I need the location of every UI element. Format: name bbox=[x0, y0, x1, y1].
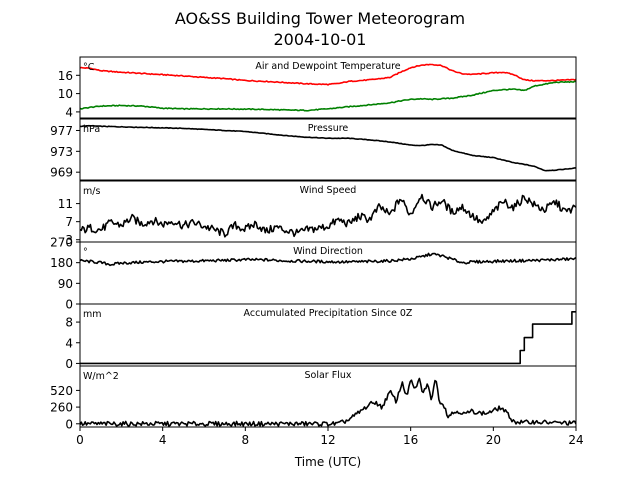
y-tick-label: 520 bbox=[50, 384, 73, 398]
panel-unit: °C bbox=[83, 62, 95, 73]
y-tick-label: 977 bbox=[50, 124, 73, 138]
panel-3: 3 7 11 m/s Wind Speed bbox=[58, 180, 577, 247]
y-tick-label: 4 bbox=[65, 105, 73, 119]
y-tick-label: 11 bbox=[58, 197, 73, 211]
panel-3-series-1 bbox=[80, 193, 576, 238]
panel-1-series-1 bbox=[80, 63, 576, 86]
y-tick-label: 0 bbox=[65, 298, 73, 312]
x-tick-label: 20 bbox=[486, 433, 501, 447]
x-axis-label: Time (UTC) bbox=[294, 455, 361, 469]
panel-unit: mm bbox=[83, 309, 102, 320]
panel-2: 969 973 977 hPa Pressure bbox=[50, 118, 577, 181]
panel-4: 0 90 180 270 ° Wind Direction bbox=[50, 236, 577, 312]
y-tick-label: 969 bbox=[50, 166, 73, 180]
panel-1-series-2 bbox=[80, 80, 576, 112]
y-tick-label: 10 bbox=[58, 87, 73, 101]
y-tick-label: 260 bbox=[50, 401, 73, 415]
figure-title-line1: AO&SS Building Tower Meteorogram bbox=[175, 9, 465, 28]
panel-title: Pressure bbox=[308, 123, 349, 134]
panel-unit: hPa bbox=[83, 124, 100, 135]
y-tick-label: 4 bbox=[65, 336, 73, 350]
y-tick-label: 8 bbox=[65, 316, 73, 330]
panel-frame bbox=[79, 118, 577, 181]
y-tick-label: 3 bbox=[65, 233, 73, 247]
panel-unit: W/m^2 bbox=[83, 371, 119, 382]
x-axis: 0 4 8 12 16 20 24 bbox=[76, 427, 584, 447]
x-tick-label: 4 bbox=[159, 433, 167, 447]
panel-6-series-1 bbox=[80, 377, 576, 427]
x-tick-label: 12 bbox=[320, 433, 335, 447]
panel-2-series-1 bbox=[80, 124, 576, 172]
panel-title: Air and Dewpoint Temperature bbox=[255, 61, 400, 72]
panel-title: Solar Flux bbox=[305, 370, 352, 381]
y-tick-label: 180 bbox=[50, 256, 73, 270]
panel-4-series-1 bbox=[80, 252, 576, 267]
panel-6: 0 260 520 W/m^2 Solar Flux bbox=[50, 365, 577, 431]
x-tick-label: 0 bbox=[76, 433, 84, 447]
panel-frame bbox=[79, 56, 577, 119]
panel-title: Wind Speed bbox=[300, 185, 357, 196]
y-tick-label: 0 bbox=[65, 357, 73, 371]
y-tick-label: 973 bbox=[50, 145, 73, 159]
y-tick-label: 16 bbox=[58, 69, 73, 83]
panel-1: 4 10 16 °C Air and Dewpoint Temperature bbox=[58, 56, 577, 119]
y-tick-label: 7 bbox=[65, 215, 73, 229]
panel-title: Wind Direction bbox=[293, 246, 363, 257]
x-tick-label: 24 bbox=[568, 433, 583, 447]
panel-unit: ° bbox=[83, 247, 88, 258]
panel-unit: m/s bbox=[83, 186, 100, 197]
panel-title: Accumulated Precipitation Since 0Z bbox=[244, 308, 413, 319]
panel-5: 0 4 8 mm Accumulated Precipitation Since 0Z bbox=[65, 303, 577, 371]
panels-group: 4 10 16 °C Air and Dewpoint Temperature 969 97… bbox=[50, 56, 577, 431]
figure-title-line2: 2004-10-01 bbox=[274, 30, 367, 49]
y-tick-label: 270 bbox=[50, 236, 73, 250]
panel-5-series-1 bbox=[80, 311, 576, 365]
y-tick-label: 90 bbox=[58, 277, 73, 291]
y-tick-label: 0 bbox=[65, 417, 73, 431]
x-tick-label: 8 bbox=[242, 433, 250, 447]
x-tick-label: 16 bbox=[403, 433, 418, 447]
